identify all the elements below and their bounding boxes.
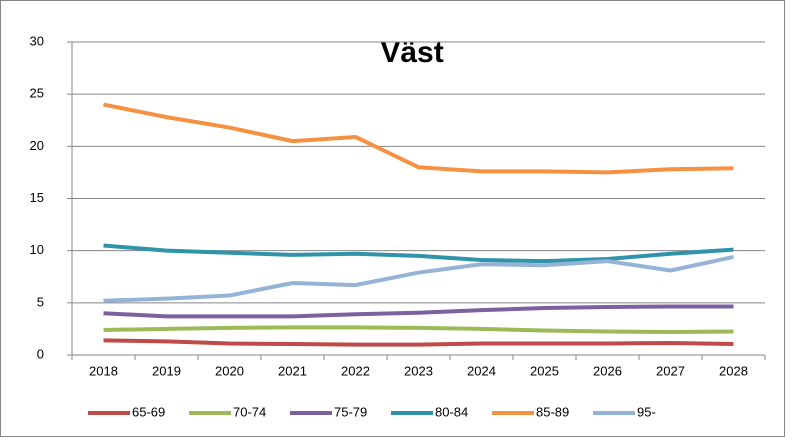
x-tick-label: 2027 [656, 363, 685, 378]
x-tick-label: 2018 [89, 363, 118, 378]
y-tick-label: 10 [30, 242, 44, 257]
series-line [103, 304, 734, 319]
series-line [103, 254, 734, 303]
legend-label: 85-89 [536, 404, 569, 419]
x-tick-label: 2023 [404, 363, 433, 378]
x-tick-label: 2022 [341, 363, 370, 378]
y-tick-label: 15 [30, 190, 44, 205]
x-tick-label: 2024 [467, 363, 496, 378]
y-tick-label: 5 [37, 294, 44, 309]
series-line [103, 338, 734, 347]
y-tick-label: 20 [30, 138, 44, 153]
legend-label: 65-69 [132, 404, 165, 419]
y-tick-label: 0 [37, 346, 44, 361]
series-line [103, 102, 734, 175]
x-tick-label: 2020 [215, 363, 244, 378]
x-tick-label: 2026 [593, 363, 622, 378]
legend-label: 75-79 [334, 404, 367, 419]
series-line [103, 243, 734, 264]
x-tick-label: 2025 [530, 363, 559, 378]
series-line [103, 325, 734, 335]
y-tick-label: 25 [30, 86, 44, 101]
x-tick-label: 2028 [719, 363, 748, 378]
chart-title: Väst [380, 36, 443, 69]
x-tick-label: 2019 [152, 363, 181, 378]
legend-label: 80-84 [435, 404, 468, 419]
x-tick-label: 2021 [278, 363, 307, 378]
legend-label: 70-74 [233, 404, 266, 419]
legend-label: 95- [637, 404, 656, 419]
y-tick-label: 30 [30, 33, 44, 48]
